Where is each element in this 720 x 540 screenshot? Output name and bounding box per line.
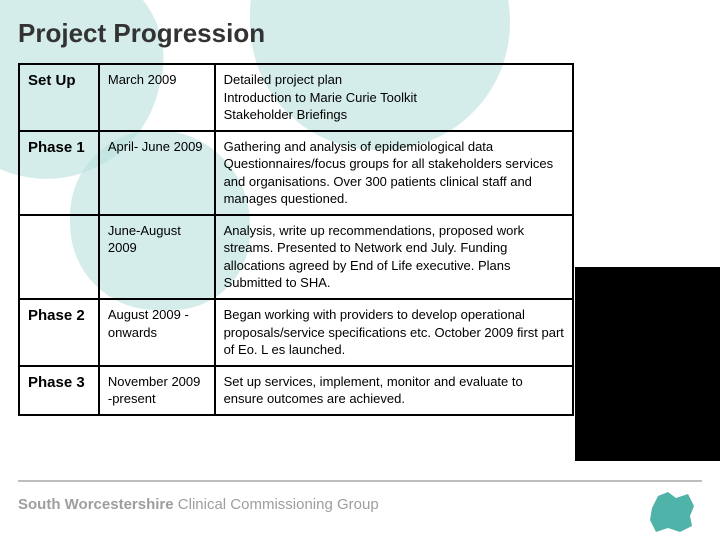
- cell-dates: April- June 2009: [99, 131, 215, 215]
- table-row: Set Up March 2009 Detailed project planI…: [19, 64, 573, 131]
- cell-dates: March 2009: [99, 64, 215, 131]
- cell-phase: Phase 1: [19, 131, 99, 215]
- cell-desc: Gathering and analysis of epidemiologica…: [215, 131, 573, 215]
- page-title: Project Progression: [18, 18, 696, 49]
- table-row: Phase 1 April- June 2009 Gathering and a…: [19, 131, 573, 215]
- footer-map-icon: [646, 488, 696, 534]
- cell-phase: Phase 2: [19, 299, 99, 366]
- cell-phase: [19, 215, 99, 299]
- cell-dates: November 2009 -present: [99, 366, 215, 415]
- footer: South Worcestershire Clinical Commission…: [0, 480, 720, 540]
- cell-dates: June-August 2009: [99, 215, 215, 299]
- cell-desc: Began working with providers to develop …: [215, 299, 573, 366]
- progression-table: Set Up March 2009 Detailed project planI…: [18, 63, 574, 416]
- table-row: Phase 3 November 2009 -present Set up se…: [19, 366, 573, 415]
- table-row: June-August 2009 Analysis, write up reco…: [19, 215, 573, 299]
- cell-desc: Set up services, implement, monitor and …: [215, 366, 573, 415]
- footer-org: South Worcestershire Clinical Commission…: [18, 496, 379, 513]
- footer-org-rest: Clinical Commissioning Group: [174, 496, 379, 513]
- slide-content: Project Progression Set Up March 2009 De…: [0, 0, 720, 416]
- cell-phase: Phase 3: [19, 366, 99, 415]
- footer-org-bold: South Worcestershire: [18, 496, 174, 513]
- table-row: Phase 2 August 2009 - onwards Began work…: [19, 299, 573, 366]
- cell-phase: Set Up: [19, 64, 99, 131]
- footer-rule: [18, 480, 702, 482]
- cell-desc: Analysis, write up recommendations, prop…: [215, 215, 573, 299]
- cell-desc: Detailed project planIntroduction to Mar…: [215, 64, 573, 131]
- cell-dates: August 2009 - onwards: [99, 299, 215, 366]
